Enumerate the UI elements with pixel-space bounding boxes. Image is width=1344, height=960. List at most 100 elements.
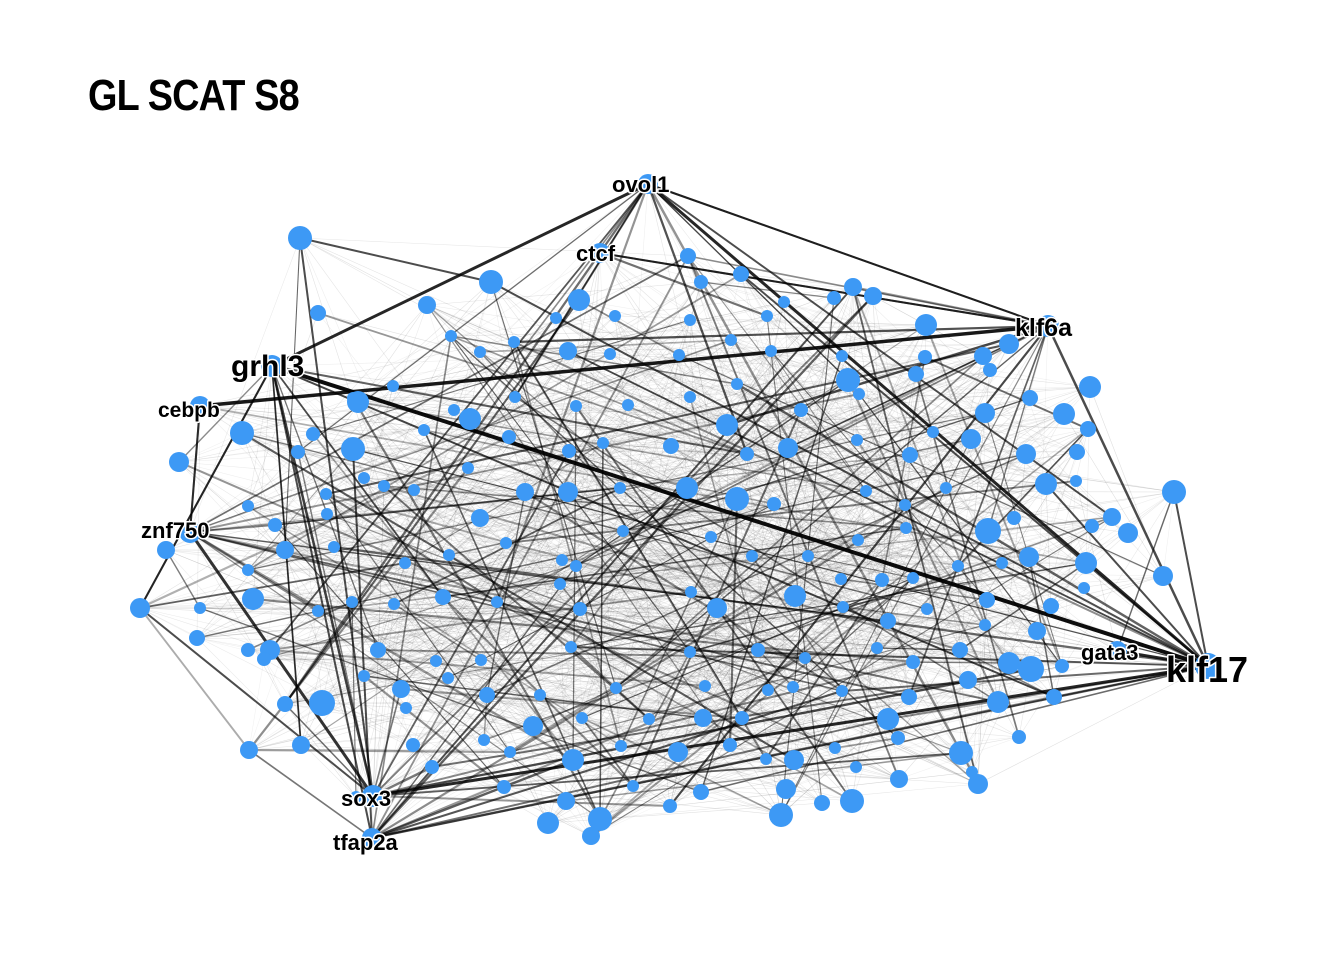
network-edge bbox=[199, 324, 927, 609]
network-edge bbox=[766, 315, 823, 804]
network-edge bbox=[570, 646, 650, 720]
network-edge bbox=[945, 483, 1047, 489]
network-edge bbox=[590, 487, 947, 837]
network-edge bbox=[247, 304, 428, 507]
network-edge bbox=[189, 447, 789, 533]
network-edge bbox=[599, 252, 617, 689]
network-edge bbox=[247, 324, 927, 571]
hub-edge bbox=[646, 183, 749, 455]
network-edge bbox=[514, 355, 984, 398]
hub-edge bbox=[567, 350, 1209, 667]
network-edge bbox=[547, 701, 999, 824]
network-node bbox=[1019, 547, 1039, 567]
network-edge bbox=[847, 379, 878, 649]
network-edge bbox=[619, 487, 910, 698]
network-edge bbox=[448, 554, 1030, 558]
network-edge bbox=[1162, 491, 1175, 577]
network-node bbox=[328, 541, 340, 553]
network-edge bbox=[263, 536, 712, 660]
network-node bbox=[479, 687, 495, 703]
network-node bbox=[559, 342, 577, 360]
hub-edge bbox=[139, 365, 273, 609]
network-edge bbox=[263, 658, 357, 798]
strong-edge bbox=[139, 607, 374, 797]
network-edge bbox=[248, 601, 498, 751]
network-edge bbox=[352, 448, 469, 469]
network-edge bbox=[602, 442, 621, 489]
network-node bbox=[837, 601, 849, 613]
network-edge bbox=[352, 448, 889, 720]
network-edge bbox=[333, 448, 354, 548]
network-edge bbox=[746, 453, 1003, 564]
network-node bbox=[996, 557, 1008, 569]
network-edge bbox=[412, 339, 732, 746]
network-node bbox=[915, 314, 937, 336]
network-edge bbox=[352, 397, 809, 557]
network-node bbox=[959, 671, 977, 689]
network-edge bbox=[524, 491, 843, 692]
network-edge bbox=[833, 297, 926, 358]
network-node bbox=[673, 349, 685, 361]
hub-edge bbox=[371, 487, 947, 839]
network-edge bbox=[352, 448, 1038, 632]
network-edge bbox=[252, 598, 823, 804]
network-edge bbox=[274, 524, 577, 567]
network-edge bbox=[321, 696, 1055, 704]
network-edge bbox=[619, 487, 1085, 589]
network-edge bbox=[599, 354, 680, 820]
network-edge bbox=[371, 467, 469, 839]
network-edge bbox=[751, 555, 961, 651]
hub-edge bbox=[726, 324, 1049, 427]
network-node bbox=[844, 278, 862, 296]
network-edge bbox=[479, 504, 906, 519]
hub-edge bbox=[372, 295, 874, 797]
network-edge bbox=[431, 439, 858, 768]
network-edge bbox=[199, 405, 488, 696]
network-edge bbox=[325, 493, 498, 603]
network-edge bbox=[448, 487, 621, 556]
network-edge bbox=[357, 281, 492, 403]
network-node bbox=[1085, 519, 1099, 533]
network-edge bbox=[647, 183, 986, 626]
network-node bbox=[1162, 480, 1186, 504]
network-edge bbox=[800, 409, 1010, 664]
network-edge bbox=[689, 651, 857, 768]
network-edge bbox=[363, 297, 835, 677]
network-edge bbox=[393, 418, 471, 605]
network-edge bbox=[807, 516, 1113, 557]
network-edge bbox=[807, 555, 962, 754]
network-edge bbox=[247, 351, 481, 571]
network-edge bbox=[426, 304, 515, 343]
network-edge bbox=[165, 546, 335, 551]
network-node bbox=[604, 348, 616, 360]
network-edge bbox=[325, 493, 601, 820]
network-edge bbox=[263, 487, 621, 660]
network-edge bbox=[247, 607, 718, 651]
network-node bbox=[508, 336, 520, 348]
network-node bbox=[829, 742, 841, 754]
label-cebpb: cebpb bbox=[158, 399, 220, 422]
network-edge bbox=[648, 412, 986, 720]
network-edge bbox=[357, 401, 900, 780]
network-node bbox=[189, 630, 205, 646]
network-edge bbox=[404, 396, 516, 564]
network-node bbox=[392, 680, 410, 698]
network-edge bbox=[450, 335, 748, 455]
network-edge bbox=[317, 610, 1209, 667]
network-node bbox=[979, 592, 995, 608]
network-edge bbox=[247, 505, 671, 807]
network-node bbox=[1055, 659, 1069, 673]
network-edge bbox=[263, 658, 1010, 664]
network-edge bbox=[932, 431, 961, 651]
network-node bbox=[877, 708, 899, 730]
network-edge bbox=[508, 436, 843, 692]
network-node bbox=[627, 780, 639, 792]
network-edge bbox=[377, 649, 414, 746]
network-node bbox=[693, 784, 709, 800]
network-edge bbox=[284, 549, 567, 802]
network-edge bbox=[508, 436, 789, 449]
network-edge bbox=[404, 562, 806, 659]
network-edge bbox=[602, 343, 1010, 444]
node-klf6a bbox=[1037, 315, 1059, 337]
network-edge bbox=[178, 383, 738, 463]
